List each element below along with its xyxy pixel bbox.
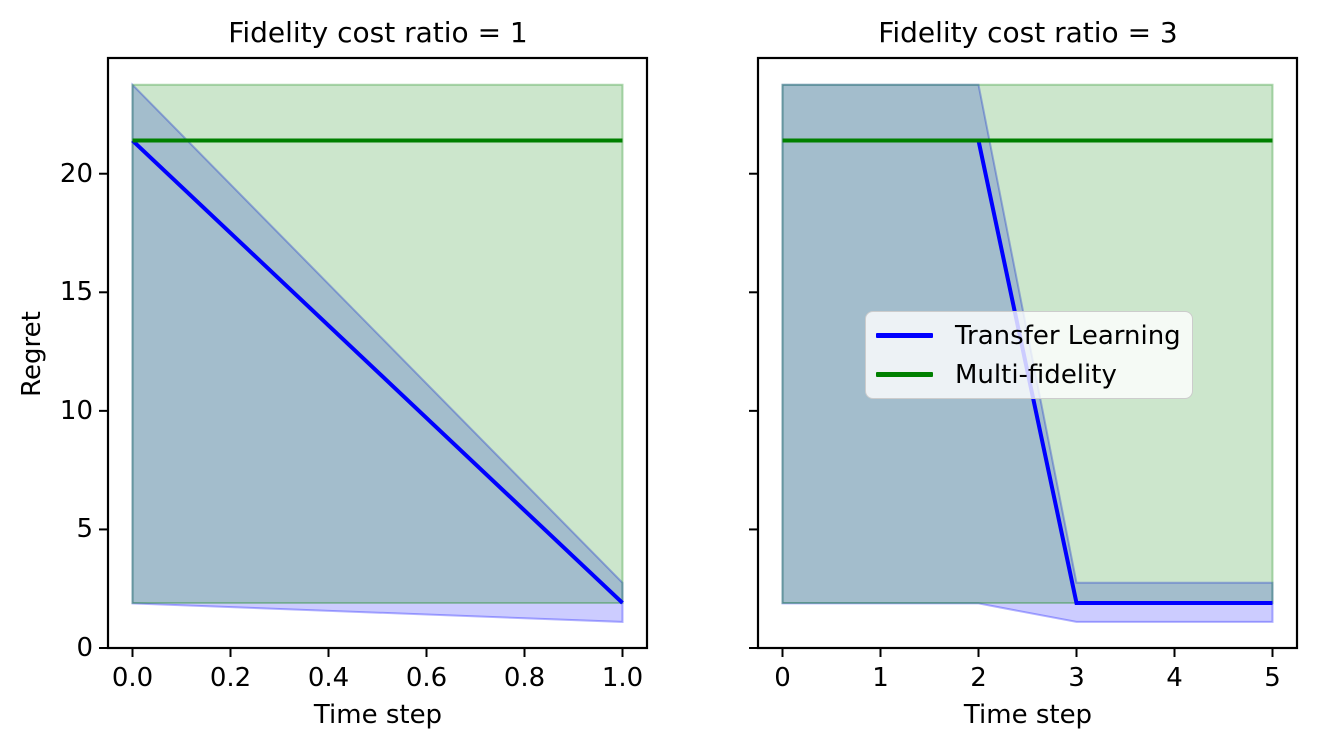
right-chart-title: Fidelity cost ratio = 3	[878, 16, 1178, 49]
multi-fidelity-legend-line	[876, 372, 933, 377]
legend: Transfer Learning Multi-fidelity	[865, 311, 1193, 399]
y-tick-label: 10	[59, 395, 93, 426]
y-tick-label: 0	[76, 633, 93, 663]
x-tick-label: 0.8	[503, 663, 546, 693]
x-tick-label: 1	[872, 663, 889, 693]
x-tick-label: 4	[1166, 663, 1183, 693]
axes-spine	[106, 56, 649, 650]
y-tick-label: 20	[59, 158, 93, 189]
legend-entry-multi-fidelity: Multi-fidelity	[876, 358, 1192, 391]
right-x-axis-label: Time step	[963, 700, 1093, 730]
x-tick-label: 0.6	[405, 663, 448, 693]
x-tick-label: 5	[1264, 663, 1281, 693]
left-x-axis-label: Time step	[313, 700, 443, 730]
x-tick-label: 0.2	[209, 663, 252, 693]
y-tick-label: 15	[59, 277, 93, 308]
axes-spine	[756, 56, 1299, 650]
legend-entry-transfer-learning: Transfer Learning	[876, 319, 1192, 352]
legend-label: Multi-fidelity	[955, 359, 1117, 390]
left-chart-title: Fidelity cost ratio = 1	[228, 16, 528, 49]
x-tick-label: 0.4	[307, 663, 350, 693]
x-tick-label: 1.0	[601, 663, 644, 693]
x-tick-label: 2	[970, 663, 987, 693]
transfer-learning-legend-line	[876, 333, 933, 338]
multi-fidelity-confidence-band	[131, 83, 624, 604]
transfer-learning-line	[131, 139, 624, 605]
y-tick-label: 5	[76, 514, 93, 545]
x-tick-label: 0	[774, 663, 791, 693]
x-tick-label: 3	[1068, 663, 1085, 693]
x-tick-label: 0.0	[111, 663, 154, 693]
legend-label: Transfer Learning	[955, 320, 1181, 351]
